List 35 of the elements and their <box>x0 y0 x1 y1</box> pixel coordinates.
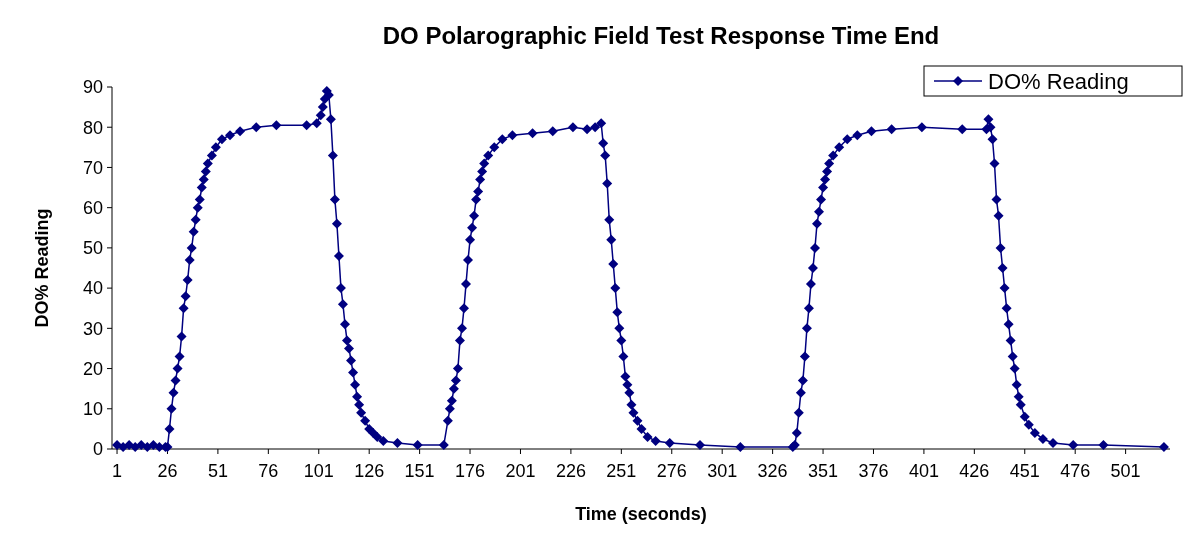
chart-title: DO Polarographic Field Test Response Time End <box>382 22 940 49</box>
y-tick-label: 90 <box>82 77 103 98</box>
y-tick-label: 10 <box>82 399 103 420</box>
x-tick-label: 226 <box>555 461 586 481</box>
x-tick-label: 376 <box>858 461 889 481</box>
legend-label: DO% Reading <box>988 68 1129 94</box>
x-tick-label: 426 <box>959 461 990 481</box>
x-tick-label: 151 <box>404 461 435 481</box>
y-tick-label: 70 <box>82 157 103 178</box>
x-tick-label: 326 <box>757 461 788 481</box>
x-tick-label: 401 <box>908 461 939 481</box>
x-tick-label: 76 <box>258 461 279 481</box>
x-tick-label: 276 <box>656 461 687 481</box>
x-tick-label: 251 <box>606 461 637 481</box>
x-tick-label: 201 <box>505 461 536 481</box>
x-tick-label: 126 <box>354 461 385 481</box>
x-tick-label: 26 <box>157 461 178 481</box>
x-tick-label: 301 <box>707 461 738 481</box>
y-tick-label: 60 <box>82 197 103 218</box>
y-axis-title: DO% Reading <box>32 208 52 328</box>
y-tick-label: 40 <box>82 278 103 299</box>
x-tick-label: 51 <box>207 461 228 481</box>
x-tick-label: 176 <box>455 461 486 481</box>
y-tick-label: 20 <box>82 358 103 379</box>
x-axis-title: Time (seconds) <box>575 504 707 524</box>
y-tick-label: 80 <box>82 117 103 138</box>
x-tick-label: 1 <box>112 461 123 481</box>
x-tick-label: 501 <box>1110 461 1141 481</box>
x-tick-label: 351 <box>808 461 839 481</box>
y-tick-label: 0 <box>92 439 103 460</box>
y-tick-label: 50 <box>82 238 103 259</box>
x-tick-label: 451 <box>1009 461 1040 481</box>
y-tick-label: 30 <box>82 318 103 339</box>
x-tick-label: 101 <box>303 461 334 481</box>
x-tick-label: 476 <box>1060 461 1091 481</box>
